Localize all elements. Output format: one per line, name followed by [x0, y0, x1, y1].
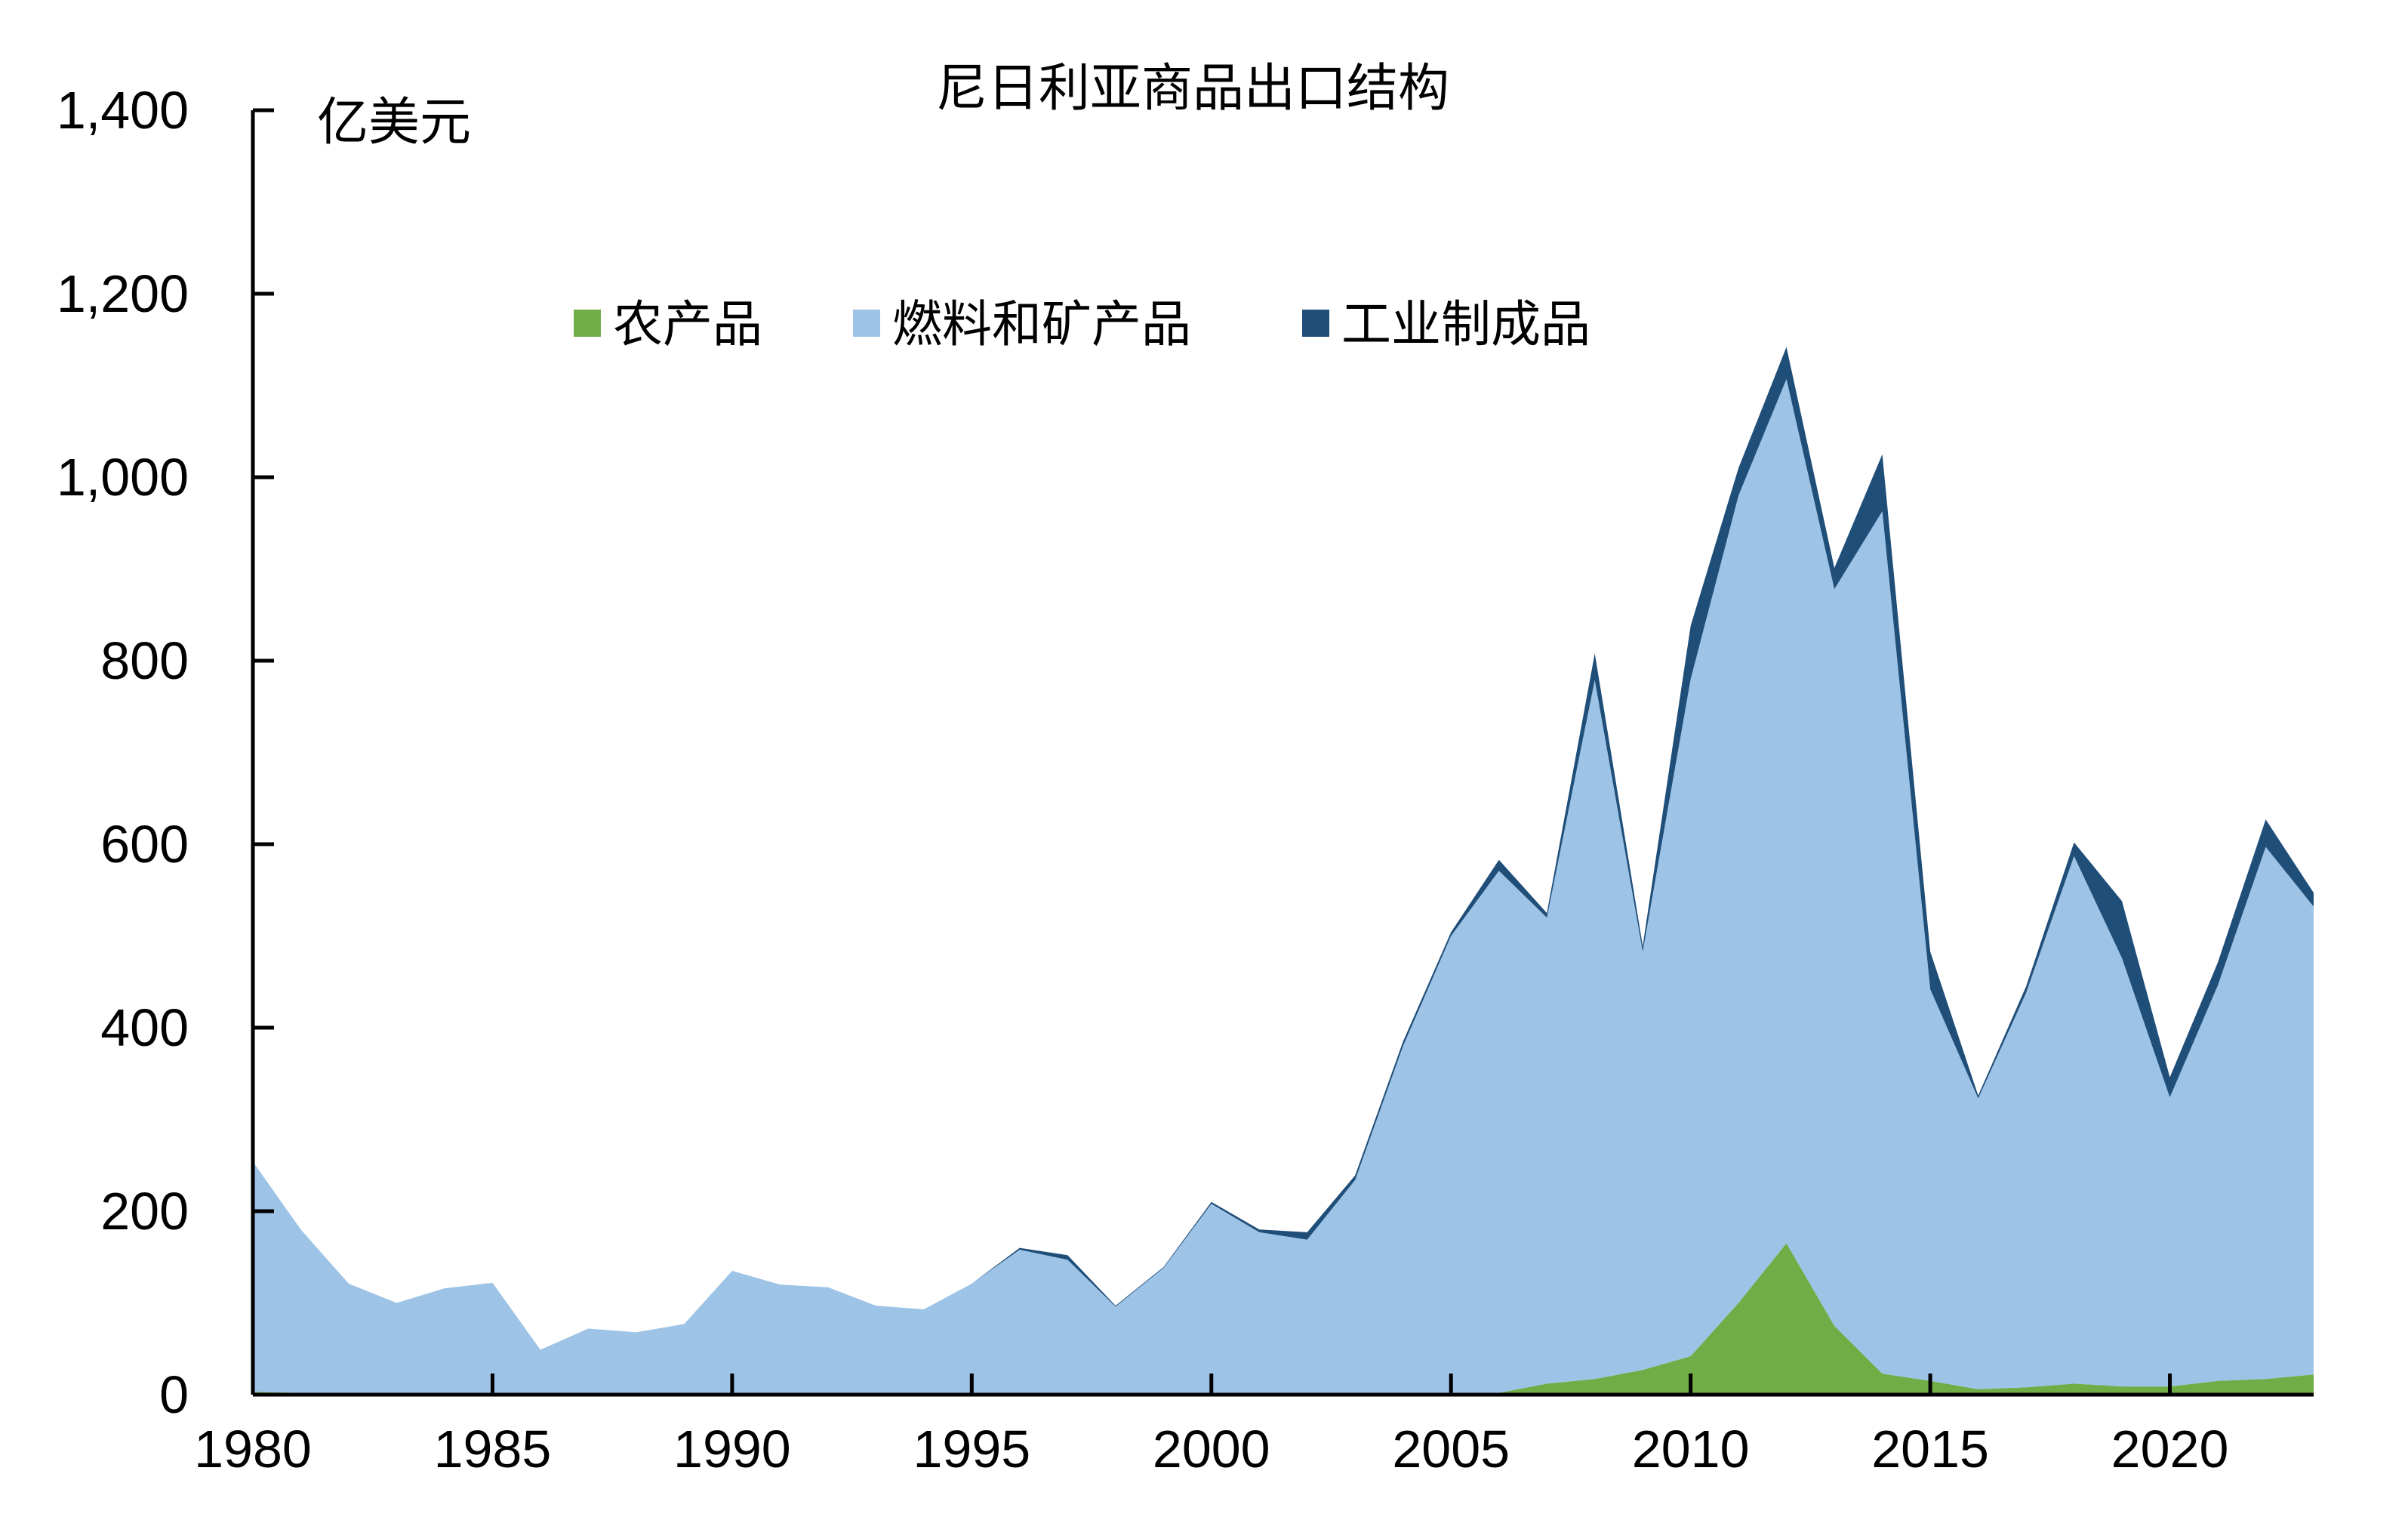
legend-swatch-1: [853, 310, 880, 337]
x-tick-label: 1995: [913, 1420, 1030, 1478]
legend-label-0: 农产品: [613, 295, 762, 353]
x-tick-label: 2000: [1153, 1420, 1270, 1478]
y-axis-ticks: 0 200 400 600 800 1,000 1,200 1,400: [57, 81, 274, 1424]
x-tick-label: 2005: [1392, 1420, 1510, 1478]
legend-swatch-2: [1302, 310, 1329, 337]
x-tick-label: 1990: [673, 1420, 791, 1478]
axes: [251, 110, 2314, 1397]
area-series-1: [253, 379, 2314, 1394]
legend-label-2: 工业制成品: [1341, 295, 1590, 353]
x-tick-label: 1980: [194, 1420, 312, 1478]
y-tick-label: 400: [100, 998, 189, 1057]
y-tick-label: 200: [100, 1182, 189, 1241]
area-series-0: [253, 1243, 2314, 1395]
legend-label-1: 燃料和矿产品: [892, 295, 1191, 353]
y-tick-label: 600: [100, 815, 189, 874]
x-tick-label: 1985: [434, 1420, 552, 1478]
y-tick-label: 800: [100, 631, 189, 690]
x-tick-label: 2015: [1871, 1420, 1989, 1478]
x-tick-label: 2020: [2111, 1420, 2229, 1478]
legend-swatch-0: [574, 310, 601, 337]
x-axis-ticks: 1980 1985 1990 1995 2000 2005 2010 2015 2020: [194, 1374, 2229, 1478]
y-tick-label: 1,000: [57, 448, 189, 507]
series-areas: [253, 347, 2314, 1395]
legend: 农产品 燃料和矿产品 工业制成品: [574, 295, 1590, 353]
chart-title: 尼日利亚商品出口结构: [936, 59, 1449, 119]
y-tick-label: 0: [159, 1365, 189, 1424]
y-unit-label: 亿美元: [317, 93, 471, 153]
y-tick-label: 1,400: [57, 81, 189, 140]
y-tick-label: 1,200: [57, 264, 189, 323]
x-tick-label: 2010: [1632, 1420, 1750, 1478]
